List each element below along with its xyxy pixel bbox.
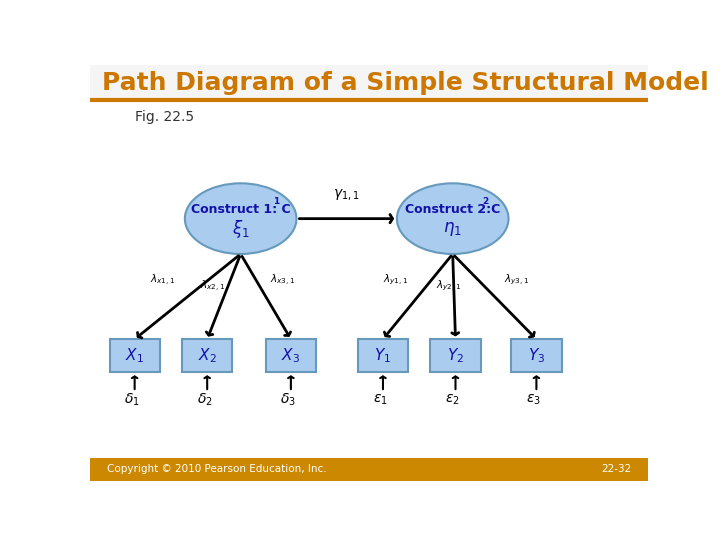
Text: Construct 2:C: Construct 2:C [405,203,500,216]
Text: $\lambda_{y2,1}$: $\lambda_{y2,1}$ [436,279,461,293]
FancyBboxPatch shape [266,339,316,373]
Text: $X_1$: $X_1$ [125,347,144,365]
Text: $\lambda_{y1,1}$: $\lambda_{y1,1}$ [383,273,408,287]
Text: $\gamma_{1,1}$: $\gamma_{1,1}$ [333,188,360,203]
Text: $\lambda_{x2,1}$: $\lambda_{x2,1}$ [200,279,225,294]
FancyBboxPatch shape [182,339,233,373]
Text: 1: 1 [273,197,279,206]
Text: $Y_2$: $Y_2$ [447,347,464,365]
Text: Fig. 22.5: Fig. 22.5 [135,110,194,124]
Ellipse shape [185,183,297,254]
Text: 22-32: 22-32 [601,464,631,474]
Text: $\lambda_{y3,1}$: $\lambda_{y3,1}$ [504,273,529,287]
Text: $\varepsilon_2$: $\varepsilon_2$ [446,393,460,407]
FancyBboxPatch shape [90,65,648,100]
FancyBboxPatch shape [511,339,562,373]
Ellipse shape [397,183,508,254]
FancyBboxPatch shape [109,339,160,373]
FancyBboxPatch shape [90,458,648,481]
Text: $\xi_1$: $\xi_1$ [232,218,250,240]
Text: $\varepsilon_1$: $\varepsilon_1$ [373,393,387,407]
Text: $\lambda_{x1,1}$: $\lambda_{x1,1}$ [150,272,175,287]
Text: Path Diagram of a Simple Structural Model: Path Diagram of a Simple Structural Mode… [102,71,709,94]
Text: $\delta_2$: $\delta_2$ [197,392,212,408]
Text: $Y_1$: $Y_1$ [374,347,392,365]
Text: $\delta_3$: $\delta_3$ [280,392,296,408]
Text: 2: 2 [482,197,489,206]
Text: $\lambda_{x3,1}$: $\lambda_{x3,1}$ [270,272,295,287]
Text: $Y_3$: $Y_3$ [528,347,545,365]
FancyBboxPatch shape [358,339,408,373]
Text: $\varepsilon_3$: $\varepsilon_3$ [526,393,541,407]
Text: Construct 1: C: Construct 1: C [191,203,290,216]
Text: $X_2$: $X_2$ [198,347,217,365]
Text: $\delta_1$: $\delta_1$ [124,392,140,408]
Text: Copyright © 2010 Pearson Education, Inc.: Copyright © 2010 Pearson Education, Inc. [107,464,326,474]
FancyBboxPatch shape [431,339,481,373]
Text: $X_3$: $X_3$ [282,347,300,365]
Text: $\eta_1$: $\eta_1$ [444,220,462,238]
